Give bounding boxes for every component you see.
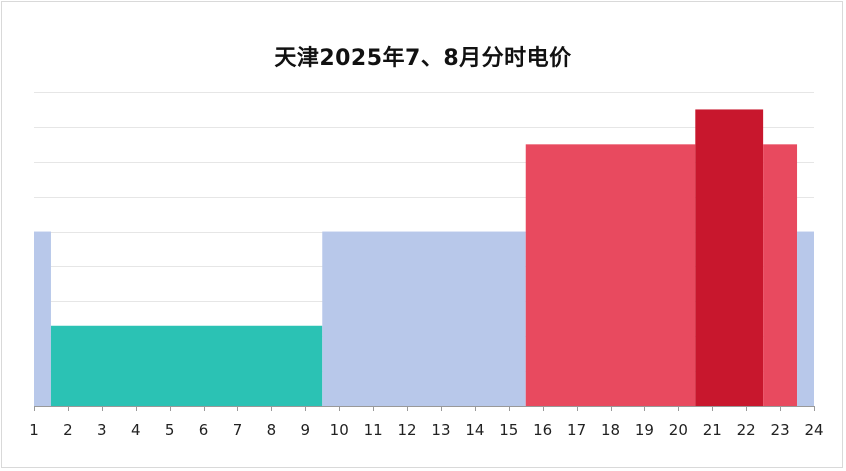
x-tick-label-24: 24 (804, 421, 823, 439)
x-tick-label-7: 7 (233, 421, 243, 439)
x-tick-label-11: 11 (364, 421, 383, 439)
x-tick-label-2: 2 (63, 421, 73, 439)
x-axis: 1 2 3 4 5 6 7 8 9 10 11 12 13 14 15 16 17 18 19 20 21 22 23 24 (29, 406, 824, 439)
chart-title: 天津2025年7、8月分时电价 (274, 46, 572, 71)
x-tick-label-14: 14 (465, 421, 484, 439)
x-tick-label-22: 22 (737, 421, 756, 439)
x-tick-label-15: 15 (499, 421, 518, 439)
x-tick-label-8: 8 (267, 421, 277, 439)
x-tick-label-16: 16 (533, 421, 552, 439)
x-tick-label-21: 21 (703, 421, 722, 439)
x-tick-label-5: 5 (165, 421, 175, 439)
price-bar-7 (797, 231, 814, 406)
x-tick-label-17: 17 (567, 421, 586, 439)
price-bar-4 (525, 144, 696, 407)
price-bar-6 (763, 144, 798, 407)
x-tick-label-20: 20 (669, 421, 688, 439)
x-tick-label-4: 4 (131, 421, 141, 439)
price-bars (34, 109, 814, 407)
price-bar-2 (50, 325, 323, 406)
x-tick-label-10: 10 (330, 421, 349, 439)
price-bar-5 (695, 109, 764, 406)
x-tick-label-9: 9 (301, 421, 311, 439)
x-tick-label-3: 3 (97, 421, 107, 439)
x-tick-label-6: 6 (199, 421, 209, 439)
x-tick-label-13: 13 (431, 421, 450, 439)
price-bar-1 (34, 231, 51, 406)
price-bar-3 (322, 231, 526, 406)
x-tick-label-23: 23 (771, 421, 790, 439)
x-tick-label-19: 19 (635, 421, 654, 439)
x-tick-label-1: 1 (29, 421, 39, 439)
x-tick-label-12: 12 (397, 421, 416, 439)
x-tick-label-18: 18 (601, 421, 620, 439)
